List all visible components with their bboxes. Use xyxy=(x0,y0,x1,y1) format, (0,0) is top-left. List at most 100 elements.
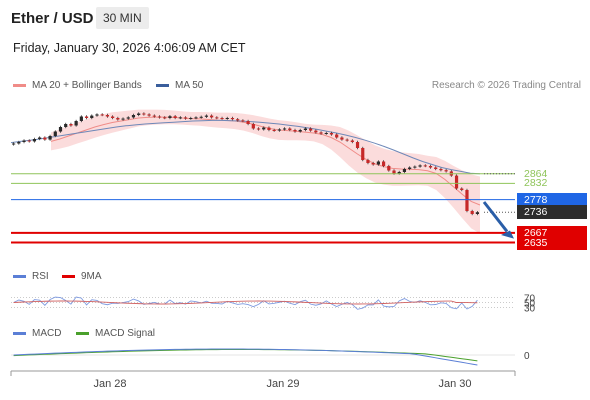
candle-body xyxy=(444,170,448,172)
legend-rsi: RSI xyxy=(13,271,49,282)
candle-body xyxy=(282,128,287,130)
candle-body xyxy=(340,137,344,140)
chart-datetime: Friday, January 30, 2026 4:06:09 AM CET xyxy=(13,41,246,55)
candle-body xyxy=(246,121,250,124)
candle-body xyxy=(345,139,349,141)
candle-body xyxy=(79,116,83,121)
legend-macd-signal-swatch xyxy=(76,332,89,335)
candle-body xyxy=(152,115,156,117)
ma20-line xyxy=(50,116,481,206)
candle-body xyxy=(439,169,443,171)
price-tag-2635: 2635 xyxy=(517,235,587,250)
candle-body xyxy=(454,175,459,189)
candle-body xyxy=(38,137,42,139)
candle-body xyxy=(293,130,297,132)
candle-body xyxy=(465,190,469,211)
candle-body xyxy=(475,212,479,214)
candle-body xyxy=(64,124,68,127)
candle-body xyxy=(371,163,375,165)
candle-body xyxy=(69,124,73,126)
candle-body xyxy=(183,117,188,119)
rsi-ma-line xyxy=(13,300,478,305)
candle-body xyxy=(272,130,276,131)
candle-body xyxy=(111,116,115,118)
candle-body xyxy=(350,140,354,142)
forecast-arrow-head xyxy=(501,230,514,239)
candle-body xyxy=(53,131,57,136)
candle-body xyxy=(95,114,99,116)
credit-text: Research © 2026 Trading Central xyxy=(431,80,581,91)
rsi-level-label-50: 50 xyxy=(524,299,536,310)
candle-body xyxy=(90,115,94,118)
candle-body xyxy=(361,148,365,160)
x-axis-label: Jan 28 xyxy=(93,378,126,390)
legend-bollinger: MA 20 + Bollinger Bands xyxy=(13,80,142,91)
legend-rsi-ma: 9MA xyxy=(62,271,102,282)
legend-ma50: MA 50 xyxy=(156,80,203,91)
candle-body xyxy=(32,139,37,142)
candle-body xyxy=(288,128,292,130)
candle-body xyxy=(314,130,318,133)
candle-body xyxy=(309,128,313,131)
candle-body xyxy=(178,117,182,119)
legend-macd-signal-label: MACD Signal xyxy=(95,328,156,339)
legend-macd-swatch xyxy=(13,332,26,335)
candle-body xyxy=(189,118,193,119)
candle-body xyxy=(48,136,52,140)
candle-body xyxy=(381,161,386,166)
legend-rsi-ma-label: 9MA xyxy=(81,271,102,282)
candle-body xyxy=(84,116,89,118)
candle-body xyxy=(423,165,427,167)
candle-body xyxy=(58,127,63,132)
candle-body xyxy=(392,170,396,174)
candle-body xyxy=(434,167,438,169)
price-tag-2736: 2736 xyxy=(517,205,587,220)
x-axis-label: Jan 30 xyxy=(438,378,471,390)
candle-body xyxy=(157,116,162,118)
candle-body xyxy=(194,117,198,119)
interval-selector[interactable]: 30 MIN xyxy=(96,7,149,29)
candle-body xyxy=(12,143,16,145)
candle-body xyxy=(173,116,177,118)
legend-rsi-label: RSI xyxy=(32,271,49,282)
candle-body xyxy=(335,134,339,138)
candle-body xyxy=(121,118,125,120)
candle-body xyxy=(329,133,334,135)
candle-body xyxy=(225,118,229,119)
legend-bollinger-label: MA 20 + Bollinger Bands xyxy=(32,80,142,91)
forecast-arrow-shaft xyxy=(482,201,509,233)
candle-body xyxy=(220,118,224,119)
candle-body xyxy=(251,124,255,129)
x-axis-label: Jan 29 xyxy=(266,378,299,390)
candle-body xyxy=(366,160,370,163)
candle-body xyxy=(199,116,203,118)
price-tag-2864: 2864 xyxy=(524,167,548,180)
legend-macd: MACD xyxy=(13,328,61,339)
candle-body xyxy=(418,165,422,167)
candle-body xyxy=(210,115,214,118)
candle-body xyxy=(303,128,308,130)
legend-rsi-swatch xyxy=(13,275,26,278)
candle-body xyxy=(262,127,266,130)
candle-body xyxy=(319,132,323,134)
candle-body xyxy=(324,133,328,134)
candle-body xyxy=(387,166,391,171)
legend-bollinger-swatch xyxy=(13,84,26,87)
candle-body xyxy=(100,114,104,116)
candle-body xyxy=(397,172,401,174)
ma50-line xyxy=(10,119,481,175)
candle-body xyxy=(147,114,151,116)
candle-body xyxy=(131,115,136,118)
chart-header: Ether / USD 30 MIN Friday, January 30, 2… xyxy=(0,0,590,70)
candle-body xyxy=(241,120,245,122)
candle-body xyxy=(204,115,209,117)
candle-body xyxy=(355,142,360,148)
candle-body xyxy=(163,117,167,119)
candle-body xyxy=(17,142,21,144)
candle-body xyxy=(126,117,130,119)
legend-macd-label: MACD xyxy=(32,328,62,339)
candle-body xyxy=(230,118,235,120)
candle-body xyxy=(256,128,261,130)
legend-ma50-swatch xyxy=(156,84,169,87)
